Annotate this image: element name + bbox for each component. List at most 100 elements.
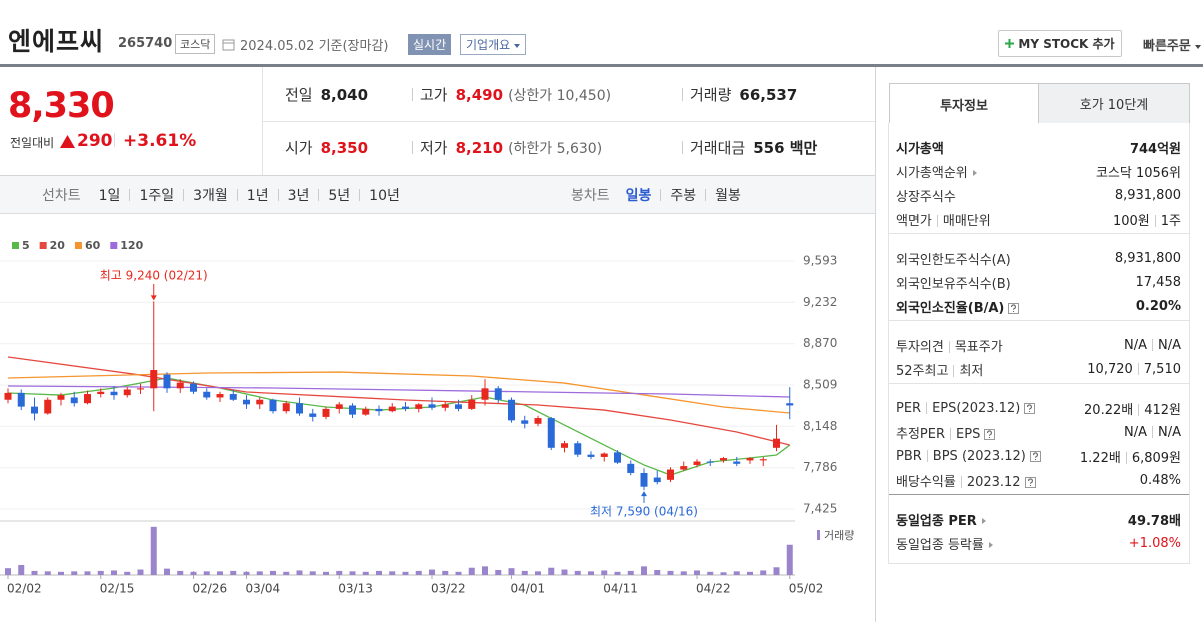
info-row: 추정PER EPS N/A N/A (896, 420, 1181, 444)
y-tick-label: 9,232 (803, 295, 837, 309)
moving-average-line (7, 356, 790, 446)
info-value: 49.78배 (1128, 510, 1181, 529)
period-button[interactable]: 1일 (98, 187, 121, 204)
link-arrow (981, 518, 986, 524)
info-row: 52주최고 최저 10,720 7,510 (896, 357, 1181, 381)
info-label: 52주최고 최저 (896, 360, 983, 379)
separator (936, 215, 938, 227)
info-value: 17,458 (1136, 275, 1182, 290)
summary-label: 거래량 (690, 86, 732, 104)
divider (262, 121, 875, 122)
market-badge: 코스닥 (175, 34, 216, 54)
y-tick-label: 8,148 (803, 419, 837, 433)
period-button[interactable]: 1주일 (139, 187, 175, 204)
x-tick-label: 03/13 (338, 582, 373, 596)
tab-active[interactable]: 투자정보 (889, 83, 1039, 124)
value-part: 20.22배 (1084, 402, 1134, 418)
quick-order[interactable]: 빠른주문 (1143, 35, 1201, 54)
label-part: 동일업종 PER (896, 513, 977, 529)
candle-body (441, 404, 449, 408)
volume-bar (217, 571, 223, 575)
volume-bar (601, 570, 608, 575)
period-button[interactable]: 월봉 (715, 187, 741, 204)
info-value: 0.48% (1140, 473, 1181, 488)
x-tick-label: 05/02 (789, 582, 824, 596)
x-tick-label: 04/11 (603, 582, 638, 596)
info-label: 상장주식수 (896, 186, 956, 205)
value-part: N/A (1158, 424, 1181, 440)
info-row: 액면가 매매단위 100원 1주 (896, 207, 1181, 231)
candle-body (720, 458, 727, 461)
volume-bar (455, 571, 462, 575)
period-button[interactable]: 10년 (369, 187, 400, 204)
candle-body (521, 420, 529, 424)
help-icon[interactable] (1029, 450, 1041, 462)
label-part: EPS (956, 426, 981, 442)
info-value: 1.22배 6,809원 (1080, 447, 1181, 466)
link-arrow (972, 170, 977, 176)
candle-body (110, 391, 118, 396)
tab[interactable]: 호가 10단계 (1038, 83, 1190, 124)
help-icon[interactable] (984, 428, 996, 440)
period-button[interactable]: 3개월 (193, 187, 228, 204)
separator (1125, 452, 1127, 464)
x-tick-label: 02/26 (193, 582, 228, 596)
label-part: BPS (2023.12) (932, 448, 1026, 464)
info-value: 100원 1주 (1113, 210, 1181, 229)
separator (705, 188, 707, 201)
summary-value: 8,350 (320, 139, 369, 157)
volume-bar (124, 571, 131, 575)
overview-dropdown[interactable]: 기업개요 (460, 34, 527, 55)
current-price: 8,330 (8, 86, 115, 126)
info-row: 외국인보유주식수(B) 17,458 (896, 270, 1181, 294)
volume-bar (786, 544, 793, 575)
candle-body (600, 453, 608, 457)
candle-body (415, 404, 423, 409)
help-icon[interactable] (1024, 402, 1036, 414)
candle-body (561, 443, 568, 448)
candle-body (296, 403, 303, 414)
candle-body (587, 454, 595, 457)
volume-bar (680, 571, 687, 575)
help-icon[interactable] (1008, 302, 1020, 314)
info-row: 배당수익률 2023.12 0.48% (896, 468, 1181, 492)
candle-body (123, 389, 131, 396)
info-label: 외국인한도주식수(A) (896, 249, 1011, 268)
volume-bar (733, 571, 740, 575)
quick-order-text: 빠른주문 (1143, 39, 1191, 54)
value-part: 8,931,800 (1114, 250, 1181, 266)
volume-bar (58, 571, 64, 575)
label-part: 외국인소진율(B/A) (896, 300, 1005, 316)
period-button[interactable]: 5년 (328, 187, 351, 204)
label-part: 2023.12 (966, 474, 1021, 490)
period-button[interactable]: 3년 (287, 187, 310, 204)
separator (950, 428, 952, 440)
candle-body (44, 399, 52, 414)
volume-bar (84, 571, 91, 575)
info-label: PER EPS(2023.12) (896, 400, 1036, 416)
realtime-badge[interactable]: 실시간 (408, 34, 452, 55)
candle-body (282, 403, 290, 412)
divider (0, 175, 875, 176)
volume-bar (243, 571, 250, 575)
period-button[interactable]: 주봉 (670, 187, 697, 204)
info-value: +1.08% (1129, 536, 1181, 551)
candle-body (137, 388, 144, 390)
label-part: EPS(2023.12) (932, 400, 1021, 416)
label-part: 52주최고 (896, 363, 949, 379)
summary-label: 전일 (285, 86, 313, 104)
separator (660, 188, 662, 201)
label-part: 추정PER (896, 426, 946, 442)
period-button[interactable]: 1년 (246, 187, 269, 204)
mystock-button[interactable]: MY STOCK 추가 (998, 30, 1122, 57)
separator (183, 188, 185, 201)
candle-body (4, 392, 12, 400)
candle-body (667, 469, 674, 480)
help-icon[interactable] (1024, 476, 1036, 488)
period-button[interactable]: 일봉 (625, 187, 652, 204)
moving-average-line (7, 385, 790, 398)
candle-body (176, 382, 184, 389)
value-part: 412원 (1144, 402, 1181, 418)
candle-body (216, 394, 224, 398)
label-part: 시가총액순위 (896, 165, 968, 181)
